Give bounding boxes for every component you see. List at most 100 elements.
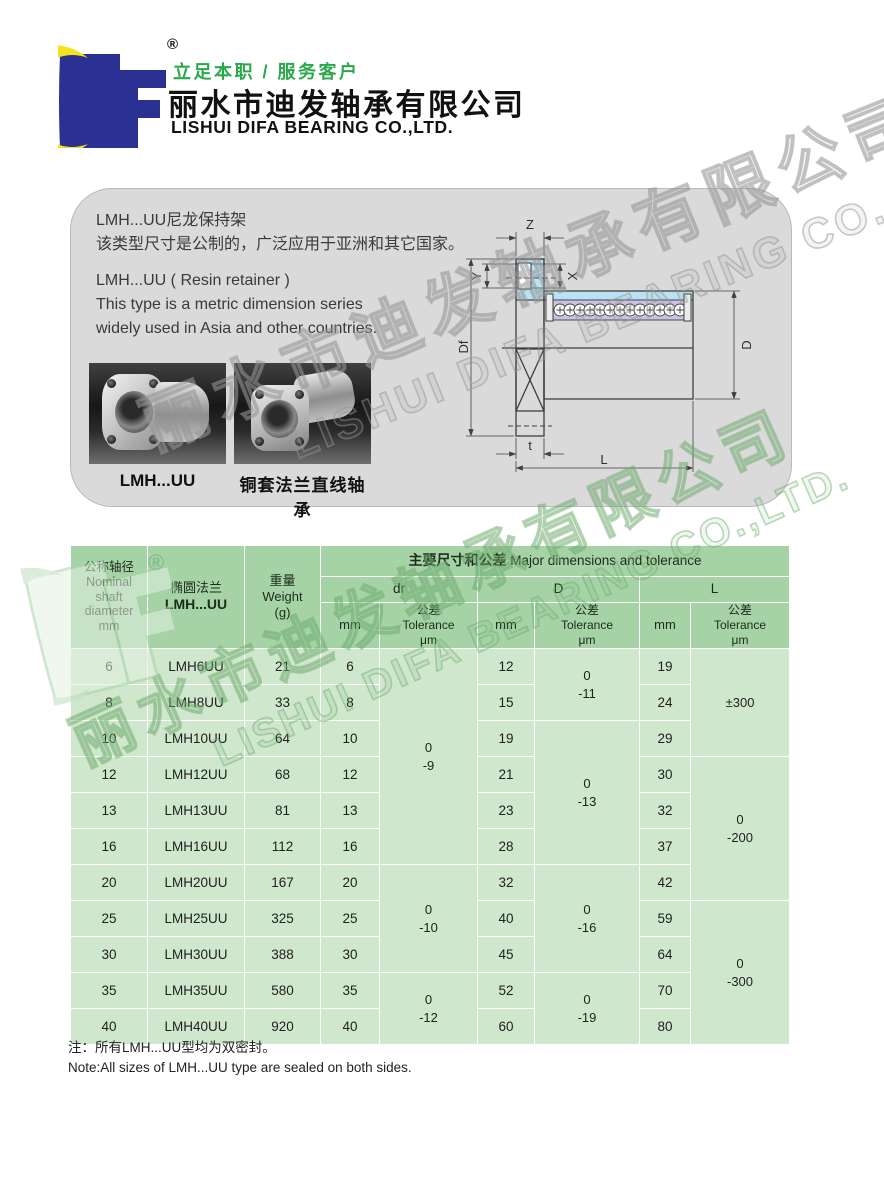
cell-weight: 580 xyxy=(244,972,321,1009)
footnote-en: Note:All sizes of LMH...UU type are seal… xyxy=(68,1059,412,1075)
table-row: 25 LMH25UU 325 25 40 59 0 -300 xyxy=(70,900,791,1045)
cell-model: LMH16UU xyxy=(147,828,245,865)
cell-D-mm: 23 xyxy=(477,792,535,829)
cell-weight: 167 xyxy=(244,864,321,901)
cell-model: LMH30UU xyxy=(147,936,245,973)
cell-shaft-diameter: 25 xyxy=(70,900,148,937)
product-intro-panel: LMH...UU尼龙保持架 该类型尺寸是公制的，广泛应用于亚洲和其它国家。 LM… xyxy=(70,188,792,520)
table-row: 35 LMH35UU 580 35 0 -12 52 0 -19 70 xyxy=(70,972,790,1045)
table-row: 40 LMH40UU 920 40 60 80 xyxy=(70,1008,790,1045)
cell-dr-mm: 20 xyxy=(320,864,380,901)
header-group-dr: dr xyxy=(320,576,478,603)
cell-D-mm: 12 xyxy=(477,648,535,685)
cell-weight: 33 xyxy=(244,684,321,721)
header-flange-model: 椭圆法兰 LMH...UU xyxy=(147,545,245,649)
cell-L-tolerance: 0 -300 xyxy=(689,900,791,1045)
cell-D-mm: 40 xyxy=(477,900,535,937)
cell-D-tolerance: 0 -13 xyxy=(534,720,640,865)
intro-cn-line2: 该类型尺寸是公制的，广泛应用于亚洲和其它国家。 xyxy=(96,236,465,253)
cell-L-mm: 32 xyxy=(639,792,691,829)
cell-dr-mm: 12 xyxy=(320,756,380,793)
cell-D-mm: 60 xyxy=(477,1008,535,1045)
intro-en-line1: LMH...UU ( Resin retainer ) xyxy=(96,272,290,289)
cell-model: LMH6UU xyxy=(147,648,245,685)
cell-model: LMH12UU xyxy=(147,756,245,793)
cell-model: LMH13UU xyxy=(147,792,245,829)
photo-caption-2: 铜套法兰直线轴承 xyxy=(239,476,366,520)
footnote-cn: 注：所有LMH...UU型均为双密封。 xyxy=(68,1040,276,1055)
company-name-cn: 丽水市迪发轴承有限公司 xyxy=(168,89,526,122)
cell-dr-tolerance: 0 -10 xyxy=(379,864,478,973)
company-name-en: LISHUI DIFA BEARING CO.,LTD. xyxy=(171,117,454,137)
cell-L-mm: 19 xyxy=(639,648,691,685)
dim-label-x: X xyxy=(565,271,580,280)
header-L-mm: mm xyxy=(639,602,691,649)
dimensions-table: 公称轴径 Nominal shaft diameter mm 椭圆法兰 LMH...UU 重量… xyxy=(70,545,791,1045)
cell-shaft-diameter: 30 xyxy=(70,936,148,973)
table-row: 30 LMH30UU 388 30 45 64 xyxy=(70,936,790,973)
company-logo xyxy=(58,45,166,148)
table-row: 20 LMH20UU 167 20 0 -10 32 0 -16 42 xyxy=(70,864,790,973)
header-weight: 重量 Weight (g) xyxy=(244,545,321,649)
cell-dr-mm: 40 xyxy=(320,1008,380,1045)
cell-shaft-diameter: 20 xyxy=(70,864,148,901)
header-nominal-shaft-diameter: 公称轴径 Nominal shaft diameter mm xyxy=(70,545,148,649)
cell-D-mm: 19 xyxy=(477,720,535,757)
cell-weight: 68 xyxy=(244,756,321,793)
cell-L-tolerance: ±300 xyxy=(689,648,791,757)
cell-D-mm: 32 xyxy=(477,864,535,901)
cell-weight: 388 xyxy=(244,936,321,973)
cell-D-tolerance: 0 -11 xyxy=(534,648,640,721)
cell-dr-mm: 25 xyxy=(320,900,380,937)
cell-dr-mm: 13 xyxy=(320,792,380,829)
cell-D-mm: 28 xyxy=(477,828,535,865)
cell-shaft-diameter: 12 xyxy=(70,756,148,793)
cell-weight: 920 xyxy=(244,1008,321,1045)
cell-dr-mm: 35 xyxy=(320,972,380,1009)
cell-model: LMH35UU xyxy=(147,972,245,1009)
cell-model: LMH8UU xyxy=(147,684,245,721)
cell-weight: 325 xyxy=(244,900,321,937)
dim-label-l: L xyxy=(600,452,607,467)
photo-caption-1: LMH...UU xyxy=(119,471,196,490)
cell-D-tolerance: 0 -16 xyxy=(534,864,640,973)
footnote: 注：所有LMH...UU型均为双密封。 Note:All sizes of LM… xyxy=(68,1038,412,1077)
cell-dr-mm: 6 xyxy=(320,648,380,685)
cell-L-mm: 64 xyxy=(639,936,691,973)
registered-trademark: ® xyxy=(167,36,179,53)
cell-L-mm: 37 xyxy=(639,828,691,865)
product-description: LMH...UU尼龙保持架 该类型尺寸是公制的，广泛应用于亚洲和其它国家。 LM… xyxy=(96,209,464,341)
cell-D-mm: 15 xyxy=(477,684,535,721)
table-row: 12 LMH12UU 68 12 21 30 0 -200 xyxy=(70,756,791,901)
product-photo-lmh-uu xyxy=(89,363,226,464)
header-dr-tolerance: 公差 Tolerance μm xyxy=(379,602,478,649)
dim-label-t: t xyxy=(528,438,532,453)
cell-shaft-diameter: 8 xyxy=(70,684,148,721)
header-D-tolerance: 公差 Tolerance μm xyxy=(534,602,640,649)
cell-weight: 112 xyxy=(244,828,321,865)
cell-dr-mm: 16 xyxy=(320,828,380,865)
cell-dr-tolerance: 0 -12 xyxy=(379,972,478,1045)
intro-en-line3: widely used in Asia and other countries. xyxy=(96,320,378,337)
table-row: 10 LMH10UU 64 10 19 0 -13 29 xyxy=(70,720,790,865)
cell-shaft-diameter: 40 xyxy=(70,1008,148,1045)
cell-D-tolerance: 0 -19 xyxy=(534,972,640,1045)
brand-slogan: 立足本职 / 服务客户 xyxy=(173,62,360,82)
cell-weight: 21 xyxy=(244,648,321,685)
major-dimensions-table: 公称轴径 Nominal shaft diameter mm 椭圆法兰 LMH...UU 重量… xyxy=(70,545,791,1045)
header-D-mm: mm xyxy=(477,602,535,649)
cell-dr-mm: 10 xyxy=(320,720,380,757)
cell-weight: 64 xyxy=(244,720,321,757)
intro-en-line2: This type is a metric dimension series xyxy=(96,296,363,313)
cell-L-mm: 24 xyxy=(639,684,691,721)
cell-dr-tolerance: 0 -9 xyxy=(379,648,478,865)
cell-shaft-diameter: 10 xyxy=(70,720,148,757)
cell-model: LMH25UU xyxy=(147,900,245,937)
cell-L-mm: 29 xyxy=(639,720,691,757)
table-row: 6 LMH6UU 21 6 0 -9 12 0 -11 19 ±300 xyxy=(70,648,791,865)
dim-label-z: Z xyxy=(526,217,534,232)
cell-L-tolerance: 0 -200 xyxy=(689,756,791,901)
cell-weight: 81 xyxy=(244,792,321,829)
cell-model: LMH40UU xyxy=(147,1008,245,1045)
cell-dr-mm: 30 xyxy=(320,936,380,973)
